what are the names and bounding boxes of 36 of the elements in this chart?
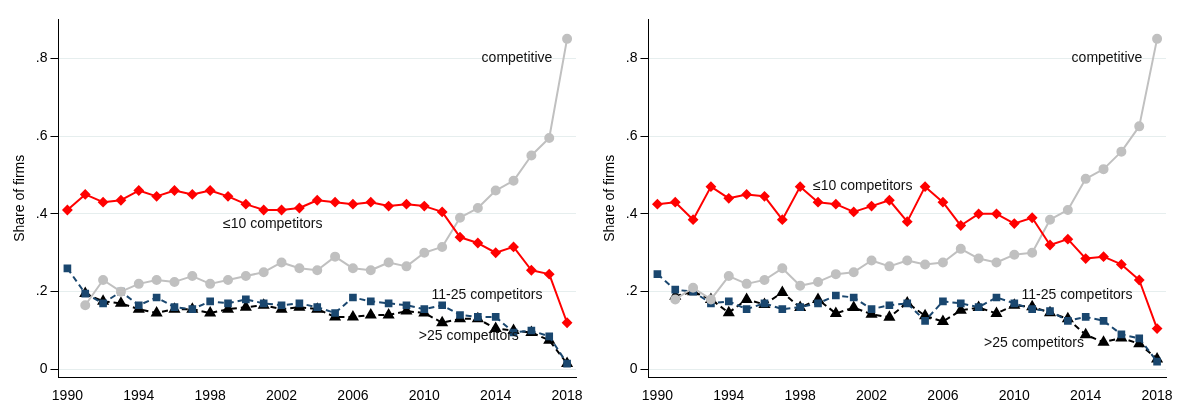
x-tick-label: 1990 <box>51 387 84 404</box>
y-tick-label: 0 <box>39 360 48 377</box>
y-tick-label: .8 <box>625 49 638 66</box>
x-tick-label: 1990 <box>641 387 674 404</box>
x-tick-label: 1994 <box>123 387 155 404</box>
x-tick-label: 2014 <box>1070 387 1102 404</box>
x-tick-label: 2002 <box>265 387 298 404</box>
y-axis-title: Share of firms <box>11 154 28 242</box>
x-tick-label: 2006 <box>927 387 959 404</box>
x-tick-label: 2014 <box>480 387 512 404</box>
x-tick-label: 1998 <box>784 387 816 404</box>
y-tick-label: .8 <box>35 49 48 66</box>
y-tick-label: .2 <box>625 282 638 299</box>
y-tick-label: .6 <box>35 126 48 143</box>
x-tick-label: 2002 <box>855 387 888 404</box>
series-label: >25 competitors <box>984 334 1085 351</box>
y-tick-label: 0 <box>629 360 638 377</box>
x-tick-label: 2010 <box>998 387 1031 404</box>
x-tick-label: 2018 <box>551 387 583 404</box>
y-axis-title: Share of firms <box>601 154 618 242</box>
series-label: competitive <box>1071 49 1143 66</box>
y-tick-label: .4 <box>35 204 48 221</box>
series-label: >25 competitors <box>418 326 519 343</box>
x-tick-label: 2006 <box>337 387 369 404</box>
series-label: 11-25 competitors <box>431 286 543 303</box>
x-tick-label: 2010 <box>408 387 441 404</box>
x-tick-label: 1994 <box>713 387 745 404</box>
y-tick-label: .4 <box>625 204 638 221</box>
series-label: ≤10 competitors <box>812 176 913 193</box>
y-tick-label: .6 <box>625 126 638 143</box>
series-label: competitive <box>481 49 553 66</box>
series-label: ≤10 competitors <box>222 214 323 231</box>
x-tick-label: 2018 <box>1141 387 1173 404</box>
x-tick-label: 1998 <box>194 387 226 404</box>
series-label: 11-25 competitors <box>1021 286 1133 303</box>
y-tick-label: .2 <box>35 282 48 299</box>
